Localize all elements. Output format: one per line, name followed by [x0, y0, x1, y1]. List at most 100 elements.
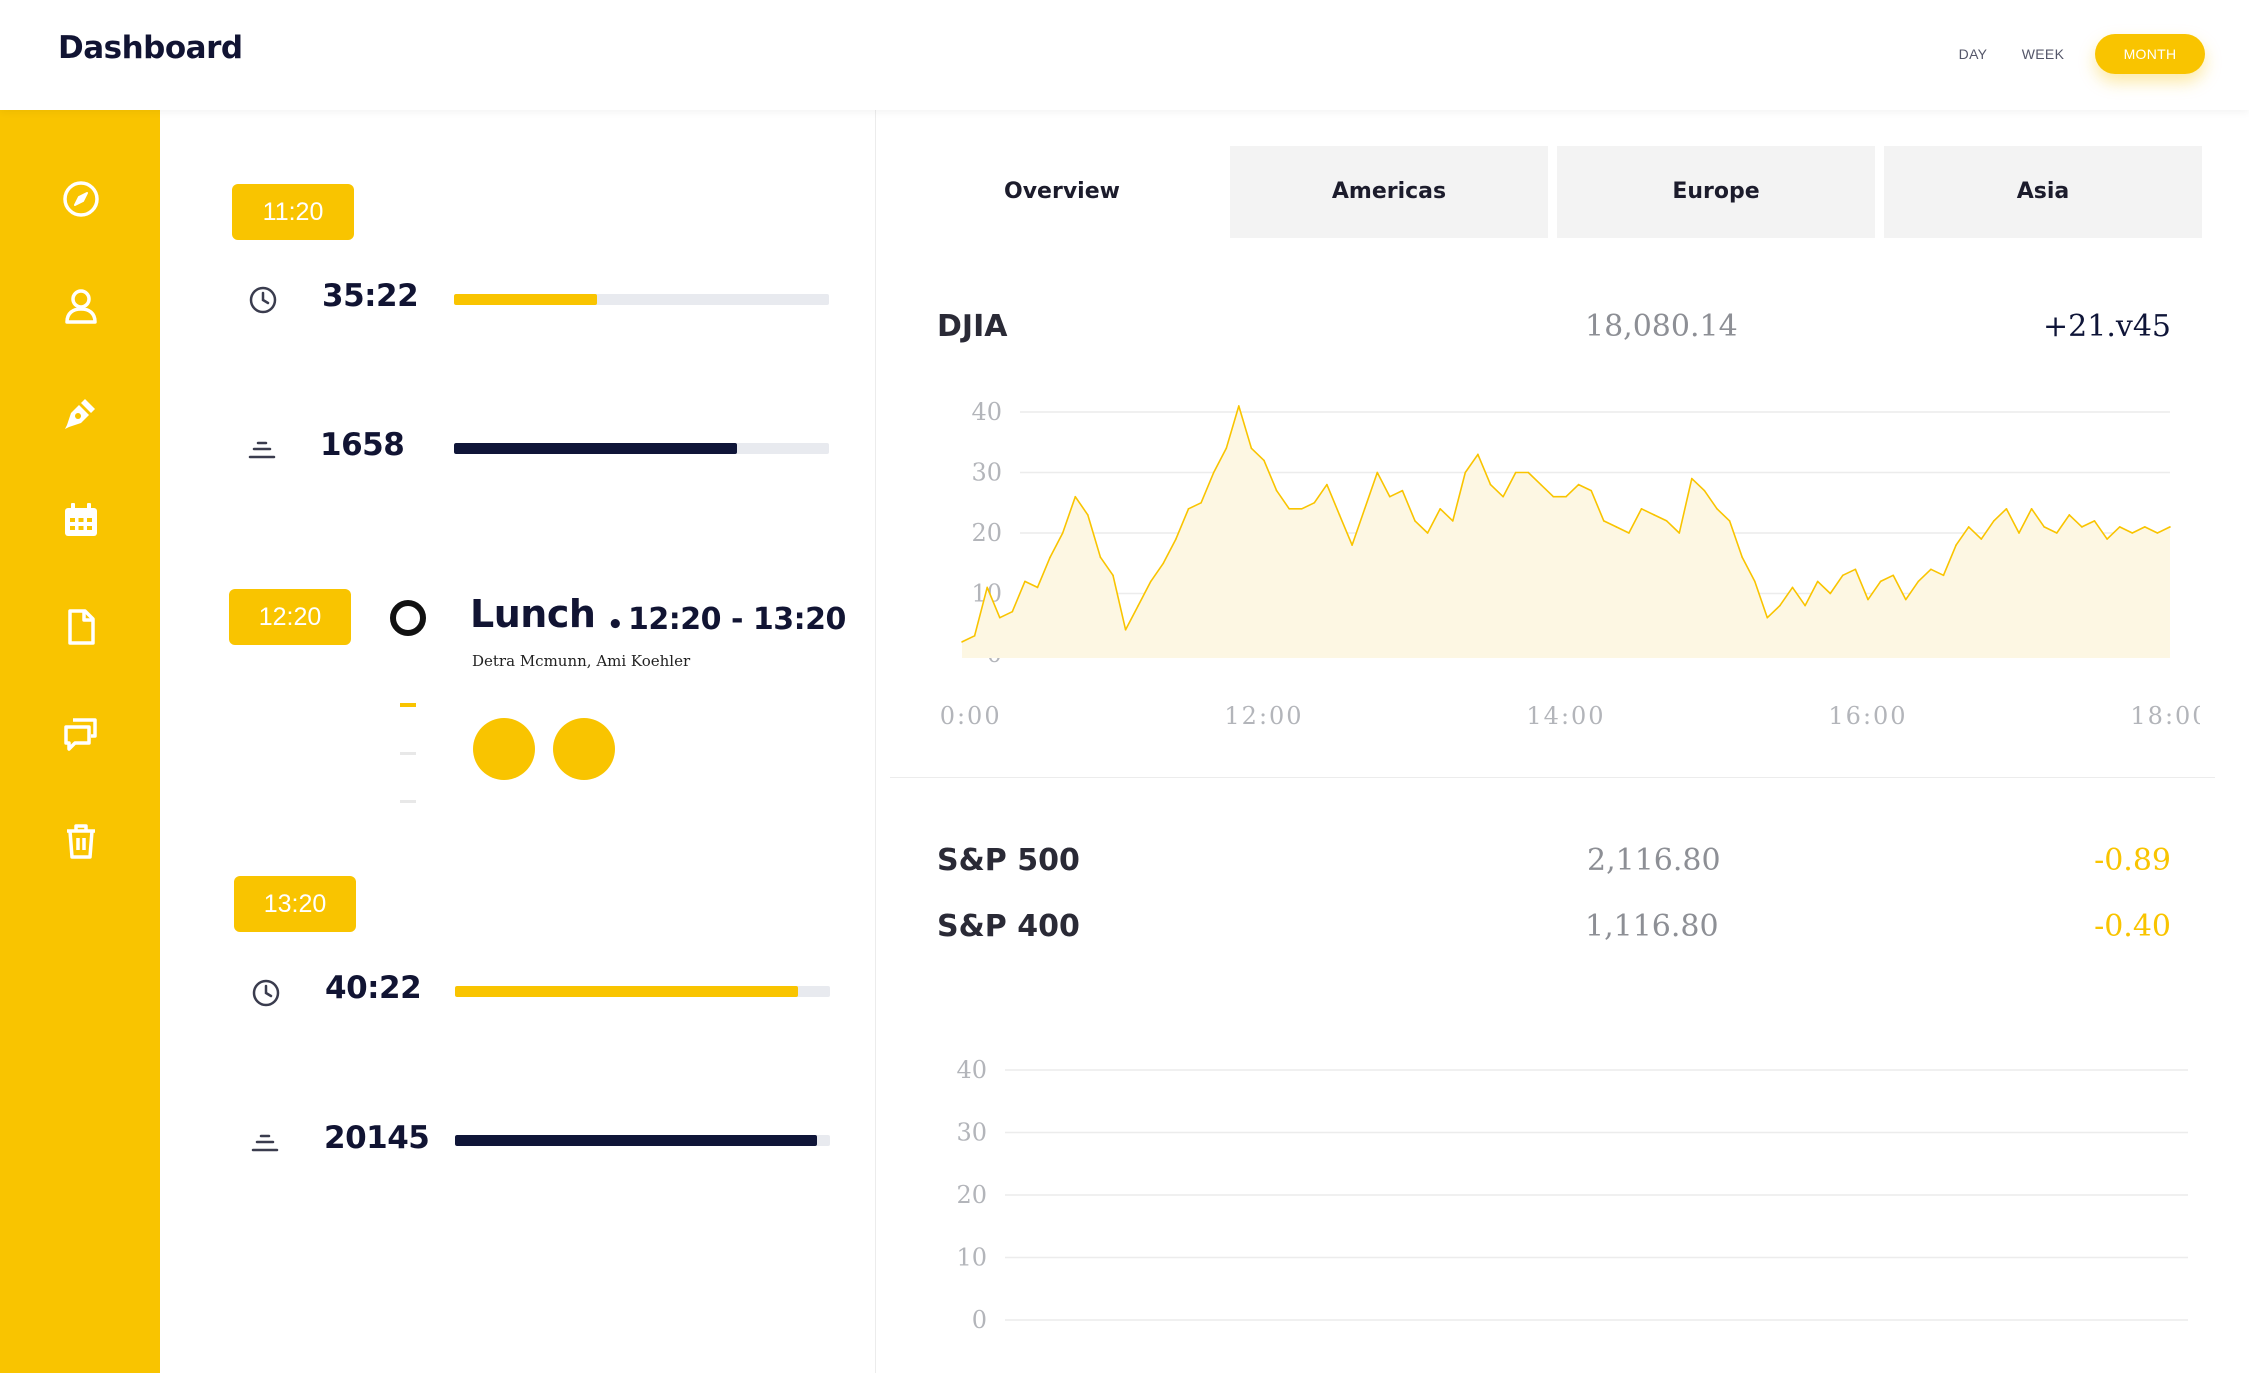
data-point	[1275, 489, 1278, 492]
top-header: Dashboard DAY WEEK MONTH	[0, 0, 2249, 110]
y-tick-label: 40	[971, 398, 1002, 426]
data-point	[1351, 544, 1353, 546]
tab-europe[interactable]: Europe	[1557, 146, 1875, 238]
data-point	[1225, 447, 1228, 450]
data-point	[1376, 471, 1379, 474]
data-point	[1930, 568, 1932, 571]
event-time: 12:20 - 13:20	[628, 602, 846, 637]
data-point	[1414, 520, 1416, 522]
user-icon	[65, 289, 97, 324]
sidebar-item-chat[interactable]	[58, 711, 104, 757]
trash-icon	[67, 824, 95, 859]
align-icon	[248, 441, 276, 459]
index-name-sp400: S&P 400	[937, 909, 1080, 944]
clock-icon	[252, 979, 280, 1007]
duration-progress	[454, 294, 829, 305]
range-month-button[interactable]: MONTH	[2095, 34, 2205, 74]
data-point	[1464, 471, 1467, 474]
count-progress	[454, 443, 829, 454]
tab-overview[interactable]: Overview	[903, 146, 1221, 238]
data-point	[1300, 508, 1303, 510]
data-point	[1892, 574, 1894, 577]
data-point	[1338, 514, 1341, 516]
data-point	[2081, 526, 2083, 528]
count-progress-fill	[454, 443, 738, 454]
x-tick-label: 18:00	[2130, 702, 2200, 730]
data-point	[1615, 526, 1618, 528]
avatar[interactable]	[553, 718, 615, 780]
time-badge: 12:20	[229, 589, 351, 645]
data-point	[1389, 495, 1391, 498]
x-tick-label: 10:00	[940, 702, 1002, 730]
data-point	[1628, 532, 1630, 534]
tab-americas[interactable]: Americas	[1230, 146, 1548, 238]
duration-value: 35:22	[322, 278, 419, 314]
x-tick-label: 14:00	[1526, 702, 1605, 730]
data-point	[1238, 405, 1240, 407]
data-point	[1703, 489, 1706, 492]
index-change-djia: +21.v45	[2043, 309, 2171, 344]
data-point	[1250, 447, 1253, 450]
data-point	[2106, 538, 2108, 540]
data-point	[1753, 580, 1756, 583]
data-point	[1527, 471, 1530, 474]
data-point	[1678, 532, 1681, 534]
document-icon	[68, 609, 95, 645]
event-title[interactable]: Lunch	[470, 592, 596, 636]
data-point	[1640, 508, 1643, 510]
pen-icon	[65, 399, 95, 429]
data-point	[1149, 580, 1152, 583]
data-point	[2093, 520, 2096, 522]
data-point	[2131, 532, 2134, 534]
data-point	[2005, 508, 2008, 510]
data-point	[1980, 538, 1983, 540]
data-point	[1955, 544, 1957, 546]
count-value: 1658	[320, 427, 405, 463]
range-week-button[interactable]: WEEK	[2021, 46, 2065, 62]
data-point	[1791, 586, 1794, 589]
data-point	[986, 586, 988, 589]
data-point	[1942, 574, 1945, 577]
data-point	[1489, 483, 1492, 486]
count-progress	[455, 1135, 830, 1146]
sidebar-item-compass[interactable]	[58, 176, 104, 222]
sp-line-chart: 40 30 20 10 0	[956, 1056, 2188, 1334]
event-attendees: Detra Mcmunn, Ami Koehler	[472, 652, 691, 670]
range-day-button[interactable]: DAY	[1958, 46, 1988, 62]
sidebar-item-trash[interactable]	[58, 818, 104, 864]
data-point	[998, 616, 1001, 619]
duration-value: 40:22	[325, 970, 422, 1006]
data-point	[1439, 508, 1441, 510]
index-value-djia: 18,080.14	[1585, 309, 1738, 344]
timeline-connector	[400, 752, 416, 755]
time-badge: 11:20	[232, 184, 354, 240]
data-point	[1200, 501, 1202, 504]
data-point	[1099, 556, 1102, 558]
section-divider	[890, 777, 2215, 778]
sidebar-item-user[interactable]	[58, 283, 104, 329]
data-point	[1653, 514, 1655, 516]
data-point	[1212, 471, 1215, 474]
sidebar-item-document[interactable]	[58, 604, 104, 650]
data-point	[1162, 562, 1165, 565]
data-point	[1175, 538, 1177, 540]
x-tick-label: 12:00	[1224, 702, 1303, 730]
y-tick-label: 10	[956, 1244, 987, 1272]
data-point	[2018, 532, 2020, 534]
sidebar-item-calendar[interactable]	[58, 497, 104, 543]
data-point	[1074, 495, 1077, 498]
data-point	[1716, 508, 1718, 510]
data-point	[1514, 471, 1517, 474]
count-progress-fill	[455, 1135, 817, 1146]
data-point	[961, 641, 963, 643]
data-point	[1363, 508, 1366, 510]
data-point	[1691, 477, 1693, 480]
index-value-sp500: 2,116.80	[1587, 843, 1721, 878]
data-point	[1565, 495, 1567, 498]
avatar[interactable]	[473, 718, 535, 780]
tab-asia[interactable]: Asia	[1884, 146, 2202, 238]
x-tick-label: 16:00	[1828, 702, 1907, 730]
duration-progress	[455, 986, 830, 997]
sidebar-item-pen[interactable]	[58, 390, 104, 436]
